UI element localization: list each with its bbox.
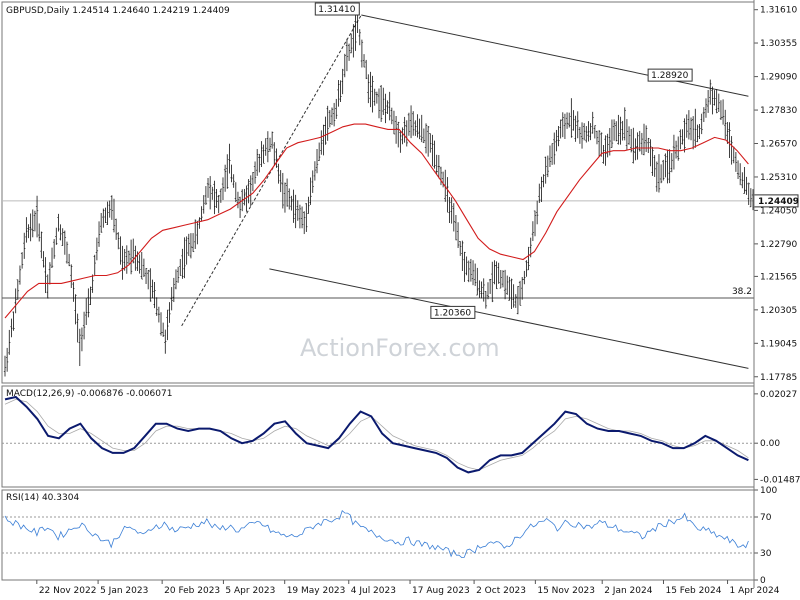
annotation-label: 1.28920 xyxy=(651,71,688,81)
price-header: GBPUSD,Daily 1.24514 1.24640 1.24219 1.2… xyxy=(6,6,230,16)
y-tick-label: 1.22790 xyxy=(760,240,797,250)
annotation-label: 1.20360 xyxy=(434,308,471,318)
y-tick-label: 1.24050 xyxy=(760,206,797,216)
y-tick-label: 1.19045 xyxy=(760,339,797,349)
x-tick-label: 4 Jul 2023 xyxy=(351,586,396,596)
rsi-y-tick-label: 30 xyxy=(760,549,772,559)
rsi-header: RSI(14) 40.3304 xyxy=(6,493,79,503)
macd-header: MACD(12,26,9) -0.006876 -0.006071 xyxy=(6,389,172,399)
y-tick-label: 1.26570 xyxy=(760,140,797,150)
y-tick-label: 1.27830 xyxy=(760,106,797,116)
y-tick-label: 1.30355 xyxy=(760,39,797,49)
rsi-line xyxy=(4,510,749,559)
annotation-box xyxy=(314,2,360,16)
x-tick-label: 5 Jan 2023 xyxy=(100,586,148,596)
macd-y-tick-label: -0.014877 xyxy=(760,475,800,485)
x-axis: 22 Nov 2022 5 Jan 2023 20 Feb 2023 5 Apr 20… xyxy=(36,0,780,596)
y-tick-label: 1.20305 xyxy=(760,306,797,316)
x-tick-label: 2 Jan 2024 xyxy=(604,586,652,596)
x-tick-label: 5 Apr 2023 xyxy=(225,586,275,596)
current-price-label: 1.24409 xyxy=(758,197,799,207)
moving-average-line xyxy=(4,123,749,319)
macd-panel: 0.02027 0.00 -0.014877 xyxy=(1,385,800,488)
x-tick-label: 22 Nov 2022 xyxy=(39,586,97,596)
price-panel: 1.31610 1.30355 1.29090 1.27830 1.26570 1.253… xyxy=(1,1,799,384)
annotation-box xyxy=(647,68,693,82)
y-tick-label: 1.21565 xyxy=(760,272,797,282)
y-tick-label: 1.17785 xyxy=(760,373,797,383)
fib-level-label: 38.2 xyxy=(732,287,752,297)
x-tick-label: 15 Feb 2024 xyxy=(665,586,721,596)
annotation-box xyxy=(430,305,476,319)
rsi-y-tick-label: 0 xyxy=(760,576,766,586)
x-tick-label: 19 May 2023 xyxy=(287,586,346,596)
x-tick-label: 1 Apr 2024 xyxy=(730,586,780,596)
annotation-label: 1.31410 xyxy=(318,5,355,15)
macd-line xyxy=(4,395,749,474)
x-tick-label: 17 Aug 2023 xyxy=(412,586,470,596)
watermark: ActionForex.com xyxy=(300,334,500,362)
y-tick-label: 1.31610 xyxy=(760,6,797,16)
macd-y-tick-label: 0.00 xyxy=(760,439,780,449)
macd-y-tick-label: 0.02027 xyxy=(760,390,797,400)
rsi-y-tick-label: 70 xyxy=(760,513,772,523)
y-tick-label: 1.25310 xyxy=(760,173,797,183)
channel-line xyxy=(361,14,749,97)
x-tick-label: 2 Oct 2023 xyxy=(476,586,526,596)
channel-line xyxy=(269,268,749,369)
x-tick-label: 20 Feb 2023 xyxy=(164,586,220,596)
x-tick-label: 15 Nov 2023 xyxy=(537,586,595,596)
y-tick-label: 1.29090 xyxy=(760,73,797,83)
rsi-y-tick-label: 100 xyxy=(760,486,777,496)
